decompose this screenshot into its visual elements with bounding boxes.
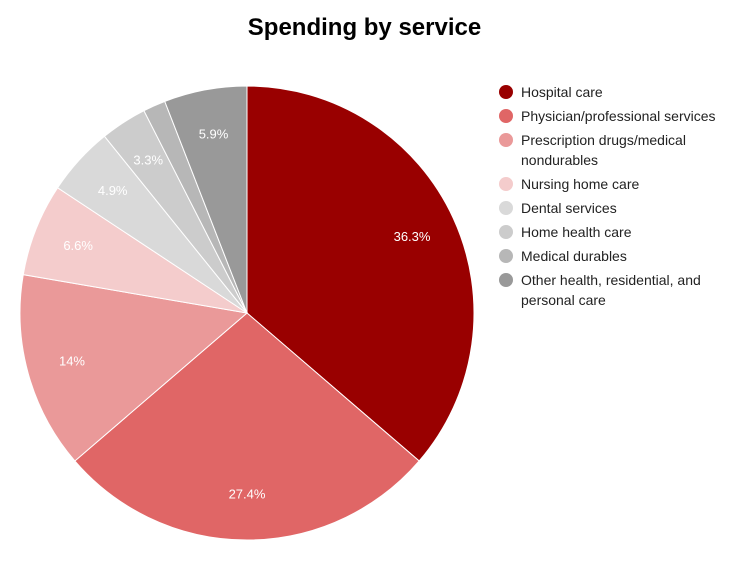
legend-swatch-icon — [499, 85, 513, 99]
slice-label-7: 5.9% — [199, 127, 229, 142]
pie-slice-2 — [19, 274, 249, 462]
legend-item-2: Prescription drugs/medical nondurables — [499, 130, 729, 170]
legend-label: Other health, residential, and personal … — [521, 272, 701, 308]
legend-swatch-icon — [499, 177, 513, 191]
slice-label-3: 6.6% — [63, 238, 93, 253]
legend-item-3: Nursing home care — [499, 174, 729, 194]
legend-item-4: Dental services — [499, 198, 729, 218]
legend-swatch-icon — [499, 133, 513, 147]
pie-slice-1 — [74, 312, 420, 541]
legend-swatch-icon — [499, 249, 513, 263]
chart-title: Spending by service — [247, 14, 482, 41]
legend: Hospital care Physician/professional serv… — [499, 82, 729, 314]
legend-swatch-icon — [499, 201, 513, 215]
slice-label-0: 36.3% — [394, 229, 431, 244]
legend-label: Home health care — [521, 224, 632, 240]
legend-item-6: Medical durables — [499, 246, 729, 266]
legend-swatch-icon — [499, 225, 513, 239]
legend-item-7: Other health, residential, and personal … — [499, 270, 729, 310]
legend-label: Prescription drugs/medical nondurables — [521, 132, 686, 168]
legend-label: Physician/professional services — [521, 108, 716, 124]
legend-item-1: Physician/professional services — [499, 106, 729, 126]
legend-item-0: Hospital care — [499, 82, 729, 102]
legend-swatch-icon — [499, 109, 513, 123]
slice-label-2: 14% — [59, 353, 85, 368]
pie-slice-7 — [164, 85, 248, 314]
slice-label-5: 3.3% — [133, 153, 163, 168]
slice-label-1: 27.4% — [229, 487, 266, 502]
legend-label: Hospital care — [521, 84, 603, 100]
pie-slice-0 — [246, 85, 475, 462]
legend-label: Dental services — [521, 200, 617, 216]
legend-item-5: Home health care — [499, 222, 729, 242]
legend-label: Medical durables — [521, 248, 627, 264]
slice-label-4: 4.9% — [98, 183, 128, 198]
legend-swatch-icon — [499, 273, 513, 287]
legend-label: Nursing home care — [521, 176, 640, 192]
